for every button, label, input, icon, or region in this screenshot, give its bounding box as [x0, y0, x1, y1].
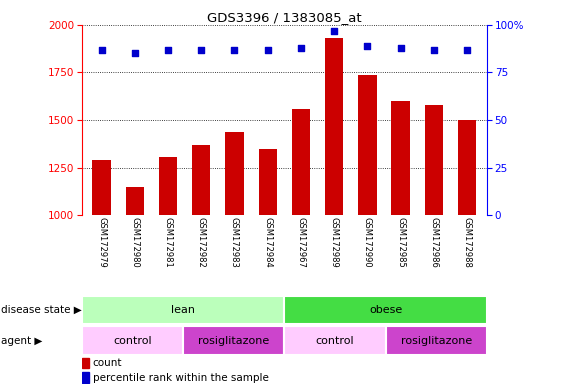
Text: GSM172982: GSM172982: [196, 217, 205, 268]
Bar: [82, 372, 89, 382]
Bar: [425, 105, 443, 215]
Text: GSM172979: GSM172979: [97, 217, 106, 268]
Text: GSM172988: GSM172988: [463, 217, 472, 268]
Text: GSM172986: GSM172986: [430, 217, 439, 268]
Bar: [258, 149, 277, 215]
Point: [230, 46, 239, 53]
Bar: [82, 326, 183, 355]
Bar: [192, 145, 211, 215]
Text: lean: lean: [171, 305, 195, 315]
Point: [297, 45, 306, 51]
Bar: [386, 326, 487, 355]
Bar: [225, 132, 244, 215]
Text: obese: obese: [369, 305, 403, 315]
Bar: [292, 109, 310, 215]
Text: GSM172981: GSM172981: [163, 217, 172, 268]
Text: rosiglitazone: rosiglitazone: [401, 336, 472, 346]
Bar: [82, 358, 89, 368]
Bar: [284, 326, 386, 355]
Text: rosiglitazone: rosiglitazone: [198, 336, 269, 346]
Point: [330, 28, 339, 34]
Bar: [458, 120, 476, 215]
Point: [363, 43, 372, 49]
Point: [163, 46, 172, 53]
Point: [463, 46, 472, 53]
Text: count: count: [93, 358, 122, 368]
Text: GSM172990: GSM172990: [363, 217, 372, 268]
Point: [396, 45, 405, 51]
Bar: [183, 326, 284, 355]
Text: GSM172967: GSM172967: [297, 217, 306, 268]
Bar: [126, 187, 144, 215]
Text: GSM172980: GSM172980: [130, 217, 139, 268]
Point: [97, 46, 106, 53]
Text: GSM172985: GSM172985: [396, 217, 405, 268]
Text: percentile rank within the sample: percentile rank within the sample: [93, 372, 269, 382]
Text: GSM172989: GSM172989: [330, 217, 339, 268]
Point: [430, 46, 439, 53]
Point: [263, 46, 272, 53]
Text: disease state ▶: disease state ▶: [1, 305, 82, 315]
Point: [196, 46, 205, 53]
Point: [130, 50, 139, 56]
Bar: [92, 160, 111, 215]
Text: control: control: [316, 336, 354, 346]
Text: control: control: [113, 336, 151, 346]
Bar: [159, 157, 177, 215]
Bar: [358, 75, 377, 215]
Text: agent ▶: agent ▶: [1, 336, 42, 346]
Bar: [391, 101, 410, 215]
Bar: [82, 296, 284, 324]
Title: GDS3396 / 1383085_at: GDS3396 / 1383085_at: [207, 11, 361, 24]
Text: GSM172984: GSM172984: [263, 217, 272, 268]
Bar: [284, 296, 487, 324]
Bar: [325, 38, 343, 215]
Text: GSM172983: GSM172983: [230, 217, 239, 268]
